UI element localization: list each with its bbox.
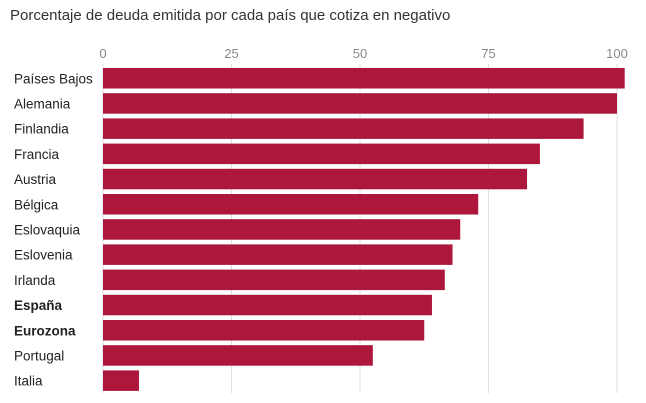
bar-3 bbox=[103, 143, 540, 165]
category-label-12: Italia bbox=[14, 374, 43, 389]
category-labels: Países Bajos Alemania Finlandia Francia Aust… bbox=[14, 71, 93, 388]
chart-title: Porcentaje de deuda emitida por cada paí… bbox=[10, 7, 451, 24]
category-label-11: Portugal bbox=[14, 348, 64, 363]
category-label-5: Bélgica bbox=[14, 197, 59, 212]
bar-1 bbox=[103, 93, 617, 114]
category-label-1: Alemania bbox=[14, 96, 71, 111]
bar-5 bbox=[103, 194, 479, 215]
bar-11 bbox=[103, 345, 373, 366]
category-label-10: Eurozona bbox=[14, 323, 76, 338]
category-label-6: Eslovaquia bbox=[14, 222, 81, 237]
tick-label-25: 25 bbox=[224, 46, 238, 61]
bar-12 bbox=[103, 370, 139, 391]
bar-0 bbox=[103, 68, 625, 89]
category-label-4: Austria bbox=[14, 172, 57, 187]
category-label-3: Francia bbox=[14, 147, 60, 162]
category-label-7: Eslovenia bbox=[14, 248, 73, 263]
category-label-2: Finlandia bbox=[14, 122, 69, 137]
tick-label-75: 75 bbox=[481, 46, 495, 61]
bar-6 bbox=[103, 219, 461, 240]
category-label-8: Irlanda bbox=[14, 273, 56, 288]
tick-label-100: 100 bbox=[606, 46, 628, 61]
bar-10 bbox=[103, 320, 425, 341]
tick-label-50: 50 bbox=[353, 46, 367, 61]
bar-8 bbox=[103, 269, 445, 291]
bars bbox=[103, 68, 625, 391]
bar-7 bbox=[103, 244, 453, 265]
tick-label-0: 0 bbox=[99, 46, 106, 61]
x-axis-ticks: 0 25 50 75 100 bbox=[99, 46, 627, 61]
category-label-9: España bbox=[14, 298, 63, 313]
bar-4 bbox=[103, 168, 528, 190]
bar-9 bbox=[103, 294, 432, 316]
category-label-0: Países Bajos bbox=[14, 71, 93, 86]
bar-2 bbox=[103, 118, 584, 139]
